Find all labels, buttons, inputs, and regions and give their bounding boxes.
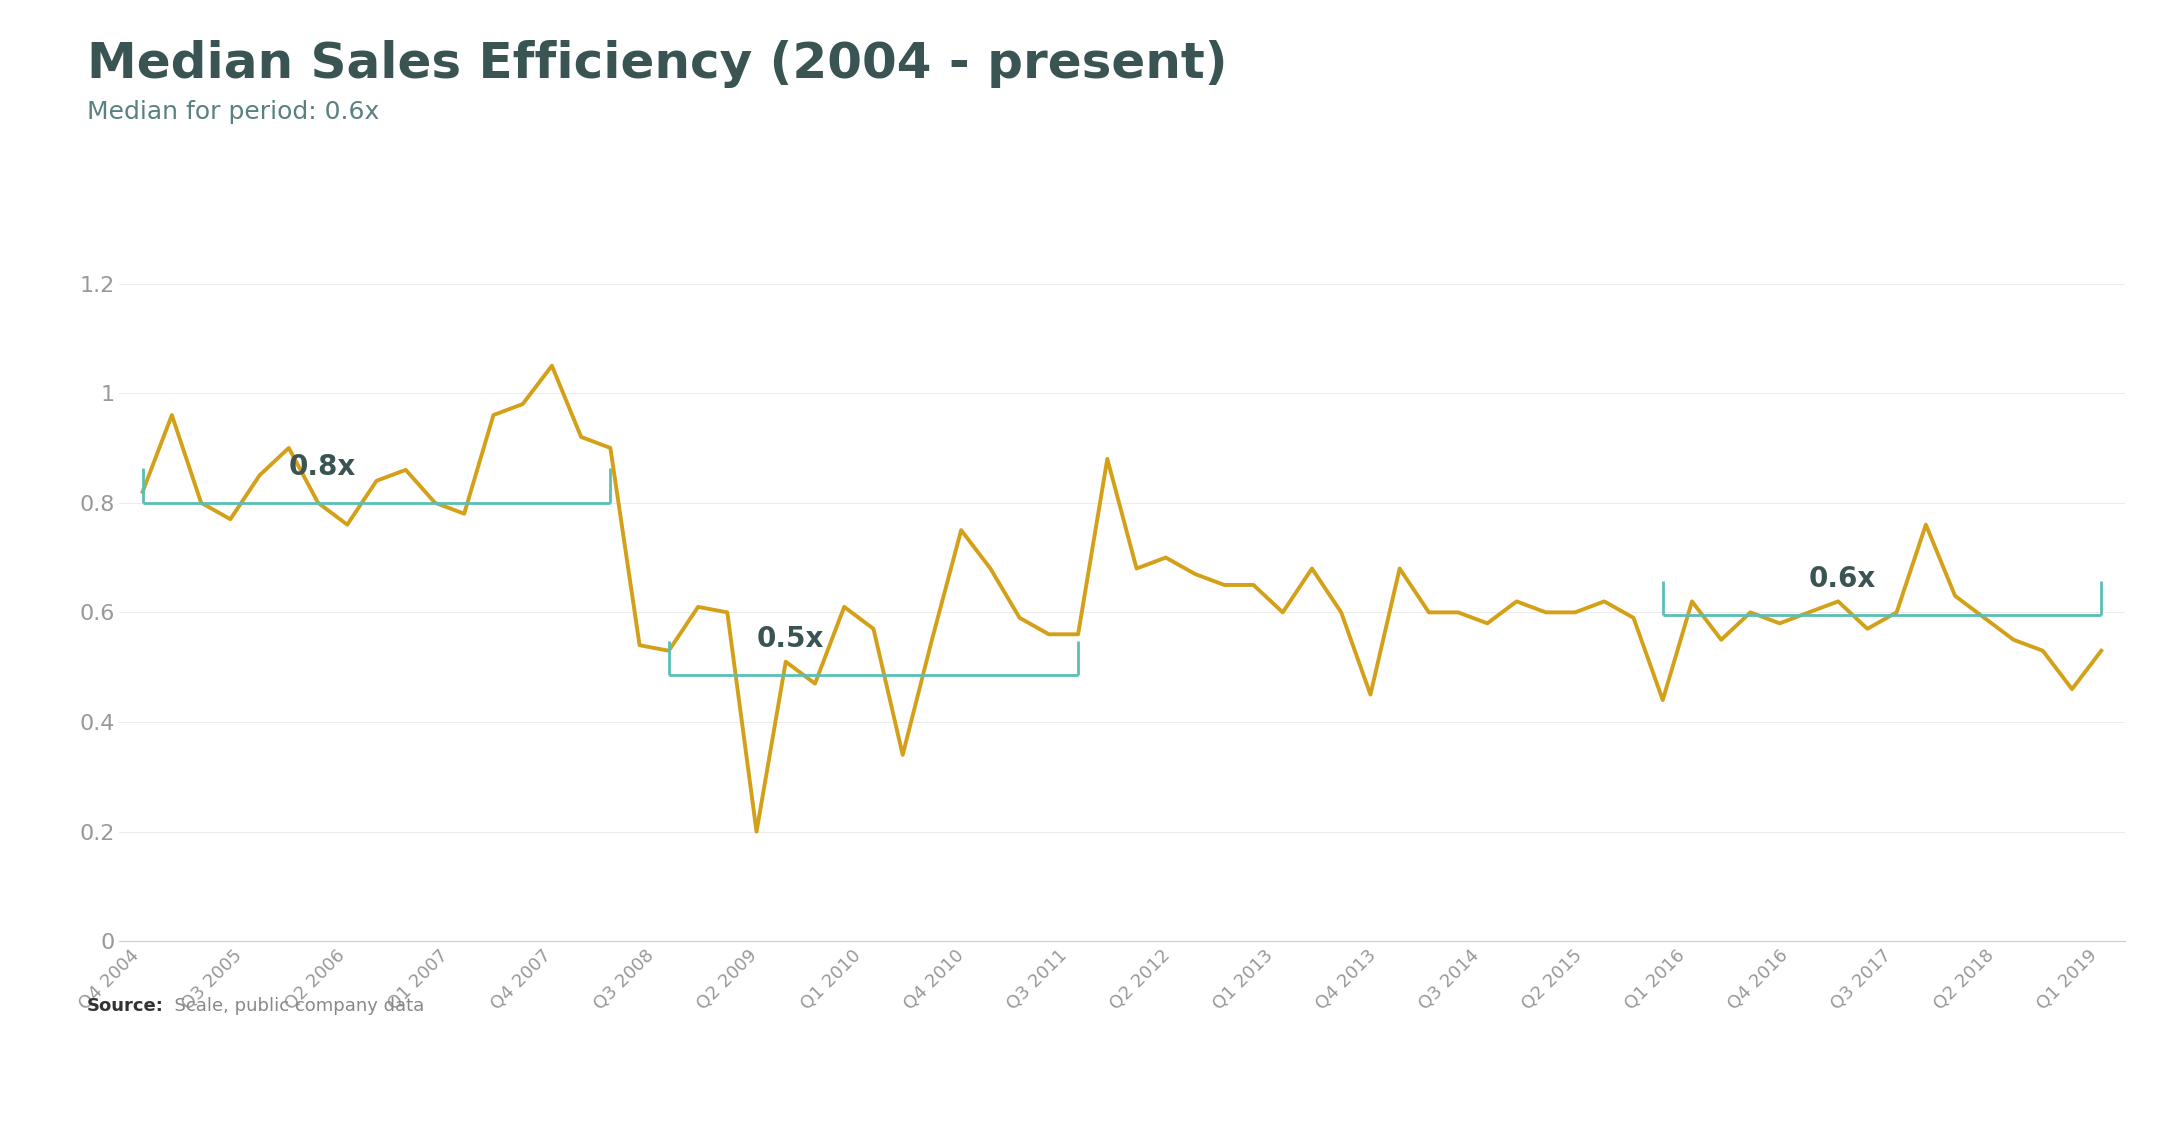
Text: 0.5x: 0.5x [757,626,824,653]
Text: 0.8x: 0.8x [288,452,356,481]
Text: Median for period: 0.6x: Median for period: 0.6x [87,100,379,124]
Text: Median Sales Efficiency (2004 - present): Median Sales Efficiency (2004 - present) [87,40,1227,87]
Text: Source:: Source: [87,997,163,1015]
Text: Scale, public company data: Scale, public company data [163,997,425,1015]
Text: SCALE: SCALE [87,1065,234,1107]
Text: 0.6x: 0.6x [1808,565,1875,593]
